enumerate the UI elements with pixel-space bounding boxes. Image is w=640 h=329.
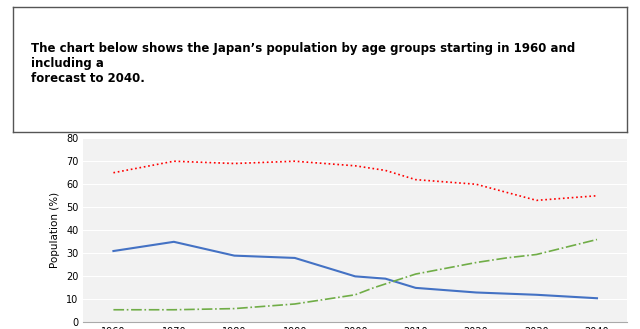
Text: The chart below shows the Japan’s population by age groups starting in 1960 and : The chart below shows the Japan’s popula…	[31, 41, 575, 85]
Y-axis label: Population (%): Population (%)	[51, 192, 60, 268]
